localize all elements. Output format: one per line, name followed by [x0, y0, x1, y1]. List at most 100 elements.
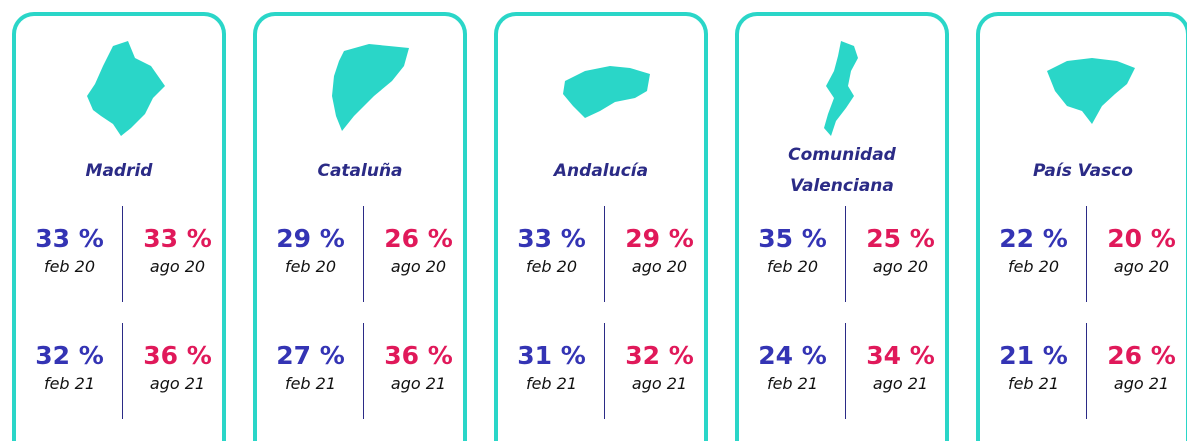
stat-date: ago 20	[149, 257, 206, 276]
region-shape	[824, 41, 858, 136]
stat: 33 % feb 20	[18, 224, 121, 280]
stat-date: ago 20	[631, 257, 688, 276]
region-map	[1047, 58, 1135, 124]
stat: 29 % ago 20	[608, 224, 711, 280]
stat: 32 % ago 21	[608, 341, 711, 397]
stat-value: 36 %	[143, 341, 212, 370]
stat-value: 24 %	[758, 341, 827, 370]
region-name: Madrid	[85, 160, 153, 181]
stat: 22 % feb 20	[982, 224, 1085, 280]
stat: 35 % feb 20	[741, 224, 844, 280]
stat-date: feb 20	[284, 257, 337, 276]
stat-value: 27 %	[276, 341, 345, 370]
stat-value: 31 %	[517, 341, 586, 370]
stat-value: 25 %	[866, 224, 935, 253]
region-map	[332, 44, 409, 131]
region-shape	[1047, 58, 1135, 124]
stat-date: feb 21	[284, 374, 337, 393]
region-name: Cataluña	[317, 160, 403, 181]
stat-value: 32 %	[35, 341, 104, 370]
stat-row: 33 % feb 20 33 % ago 20	[16, 206, 222, 302]
stat-row: 22 % feb 20 20 % ago 20	[980, 206, 1186, 302]
region-shape	[87, 41, 165, 136]
divider	[604, 206, 605, 302]
region-shape	[332, 44, 409, 131]
divider	[122, 323, 123, 419]
stat-date: feb 21	[43, 374, 96, 393]
region-map	[563, 66, 650, 118]
stat-date: ago 20	[1113, 257, 1170, 276]
stat: 33 % feb 20	[500, 224, 603, 280]
stat: 34 % ago 21	[849, 341, 952, 397]
divider	[363, 323, 364, 419]
region-name: Andalucía	[553, 160, 649, 181]
stat-value: 21 %	[999, 341, 1068, 370]
stat-date: feb 21	[1007, 374, 1060, 393]
stat-row: 32 % feb 21 36 % ago 21	[16, 323, 222, 419]
stat-date: feb 20	[525, 257, 578, 276]
stat: 25 % ago 20	[849, 224, 952, 280]
stat-row: 35 % feb 20 25 % ago 20	[739, 206, 945, 302]
stat-value: 22 %	[999, 224, 1068, 253]
stat: 32 % feb 21	[18, 341, 121, 397]
stat-row: 21 % feb 21 26 % ago 21	[980, 323, 1186, 419]
stat: 33 % ago 20	[126, 224, 229, 280]
region-shape	[563, 66, 650, 118]
region-card: Cataluña 29 % feb 20 26 % ago 20 27 % feb 21 36…	[253, 12, 467, 441]
divider	[122, 206, 123, 302]
stat-date: feb 20	[1007, 257, 1060, 276]
stat-date: ago 20	[390, 257, 447, 276]
stat: 31 % feb 21	[500, 341, 603, 397]
divider	[845, 206, 846, 302]
divider	[1086, 206, 1087, 302]
stat: 36 % ago 21	[367, 341, 470, 397]
stat: 29 % feb 20	[259, 224, 362, 280]
stat-date: ago 21	[390, 374, 447, 393]
stat-date: ago 21	[1113, 374, 1170, 393]
stat-value: 32 %	[625, 341, 694, 370]
divider	[363, 206, 364, 302]
stat-row: 31 % feb 21 32 % ago 21	[498, 323, 704, 419]
stat-date: ago 20	[872, 257, 929, 276]
region-card: Andalucía 33 % feb 20 29 % ago 20 31 % feb 21 3…	[494, 12, 708, 441]
stat-value: 33 %	[35, 224, 104, 253]
stat-value: 26 %	[1107, 341, 1176, 370]
region-name: País Vasco	[1033, 160, 1133, 181]
stat-date: ago 21	[872, 374, 929, 393]
stat: 24 % feb 21	[741, 341, 844, 397]
stat: 26 % ago 21	[1090, 341, 1187, 397]
region-card: Comunidad Valenciana 35 % feb 20 25 % ago 20…	[735, 12, 949, 441]
stat-date: ago 21	[631, 374, 688, 393]
stat-date: ago 21	[149, 374, 206, 393]
divider	[845, 323, 846, 419]
stat-date: feb 20	[43, 257, 96, 276]
region-map	[824, 41, 858, 136]
region-name: Comunidad Valenciana	[788, 145, 896, 196]
stat-date: feb 21	[525, 374, 578, 393]
region-map	[87, 41, 165, 136]
stat-value: 33 %	[517, 224, 586, 253]
stat: 21 % feb 21	[982, 341, 1085, 397]
region-card: Madrid 33 % feb 20 33 % ago 20 32 % feb 21 36 %…	[12, 12, 226, 441]
stat-value: 34 %	[866, 341, 935, 370]
stat-value: 33 %	[143, 224, 212, 253]
stat: 36 % ago 21	[126, 341, 229, 397]
divider	[604, 323, 605, 419]
stat-date: feb 21	[766, 374, 819, 393]
stat-row: 24 % feb 21 34 % ago 21	[739, 323, 945, 419]
stat-value: 35 %	[758, 224, 827, 253]
stat-value: 36 %	[384, 341, 453, 370]
stat-row: 29 % feb 20 26 % ago 20	[257, 206, 463, 302]
stat-value: 29 %	[276, 224, 345, 253]
stat-value: 26 %	[384, 224, 453, 253]
stat-value: 20 %	[1107, 224, 1176, 253]
divider	[1086, 323, 1087, 419]
stat-row: 33 % feb 20 29 % ago 20	[498, 206, 704, 302]
region-card: País Vasco 22 % feb 20 20 % ago 20 21 % feb 21…	[976, 12, 1187, 441]
stat-date: feb 20	[766, 257, 819, 276]
stat: 27 % feb 21	[259, 341, 362, 397]
stat: 26 % ago 20	[367, 224, 470, 280]
stat-row: 27 % feb 21 36 % ago 21	[257, 323, 463, 419]
stat-value: 29 %	[625, 224, 694, 253]
